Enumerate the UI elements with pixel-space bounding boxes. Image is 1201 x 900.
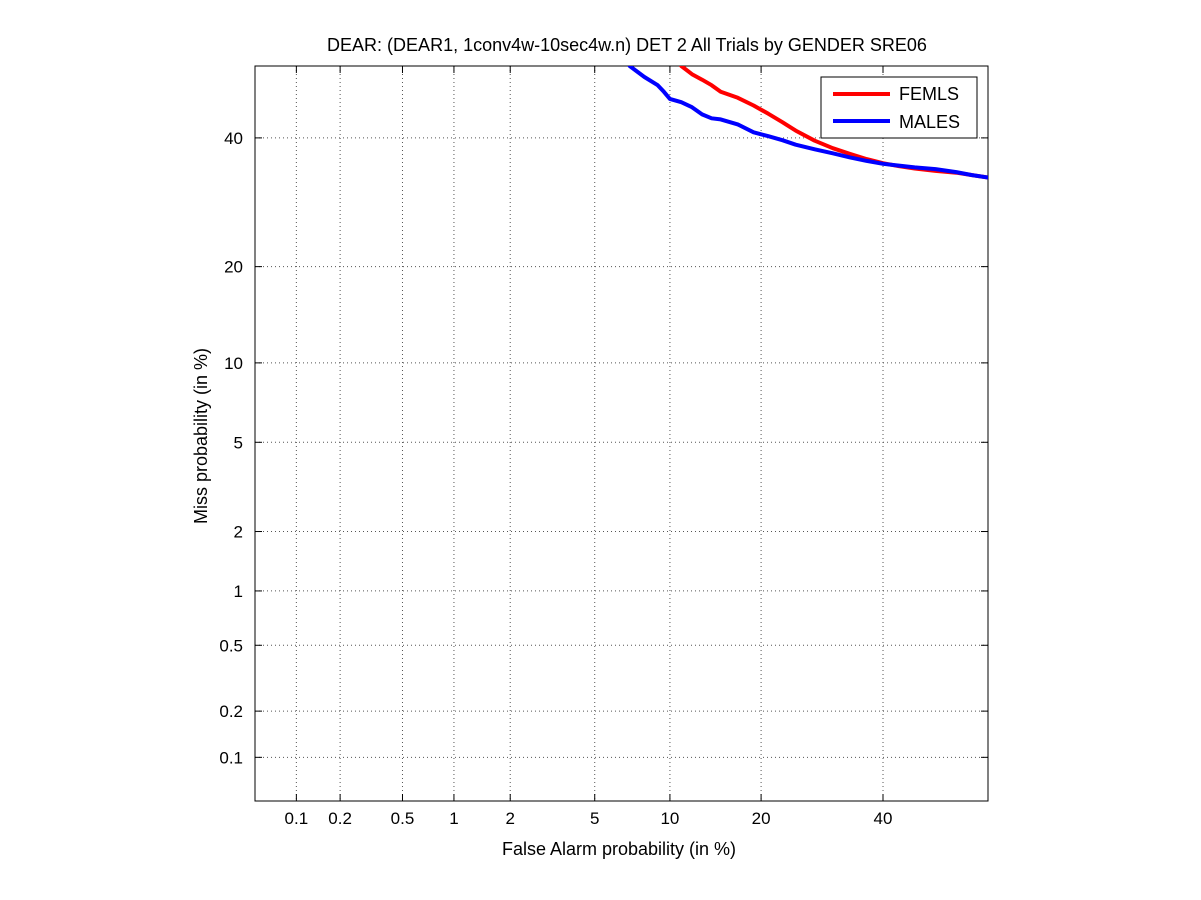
y-tick-label: 1 [234, 582, 243, 601]
y-tick-label: 0.2 [219, 702, 243, 721]
x-tick-label: 0.5 [391, 809, 415, 828]
series-lines [627, 66, 988, 180]
x-tick-label: 0.2 [328, 809, 352, 828]
legend-box [820, 76, 978, 139]
y-tick-label: 20 [224, 258, 243, 277]
grid-lines [255, 66, 988, 801]
y-tick-label: 5 [234, 433, 243, 452]
x-tick-label: 5 [590, 809, 599, 828]
y-tick-label: 0.5 [219, 636, 243, 655]
series-line-males [627, 66, 988, 180]
x-tick-label: 10 [660, 809, 679, 828]
x-tick-label: 0.1 [285, 809, 309, 828]
y-tick-label: 10 [224, 354, 243, 373]
x-axis-label: False Alarm probability (in %) [502, 839, 736, 859]
x-tick-label: 20 [752, 809, 771, 828]
x-tick-label: 2 [505, 809, 514, 828]
x-tick-label: 40 [874, 809, 893, 828]
y-tick-label: 40 [224, 129, 243, 148]
axis-ticks: 0.1 0.2 0.5 1 2 5 10 20 40 0.1 0.2 0.5 1 2 5 10 20 40 [219, 66, 988, 828]
legend-label-femls: FEMLS [899, 84, 959, 104]
y-axis-label: Miss probability (in %) [191, 348, 211, 524]
plot-area-frame [254, 65, 989, 802]
y-tick-label: 2 [234, 523, 243, 542]
legend-label-males: MALES [899, 112, 960, 132]
x-tick-label: 1 [449, 809, 458, 828]
legend: FEMLS MALES [820, 76, 978, 139]
chart-title: DEAR: (DEAR1, 1conv4w-10sec4w.n) DET 2 A… [327, 35, 927, 55]
y-tick-label: 0.1 [219, 748, 243, 767]
